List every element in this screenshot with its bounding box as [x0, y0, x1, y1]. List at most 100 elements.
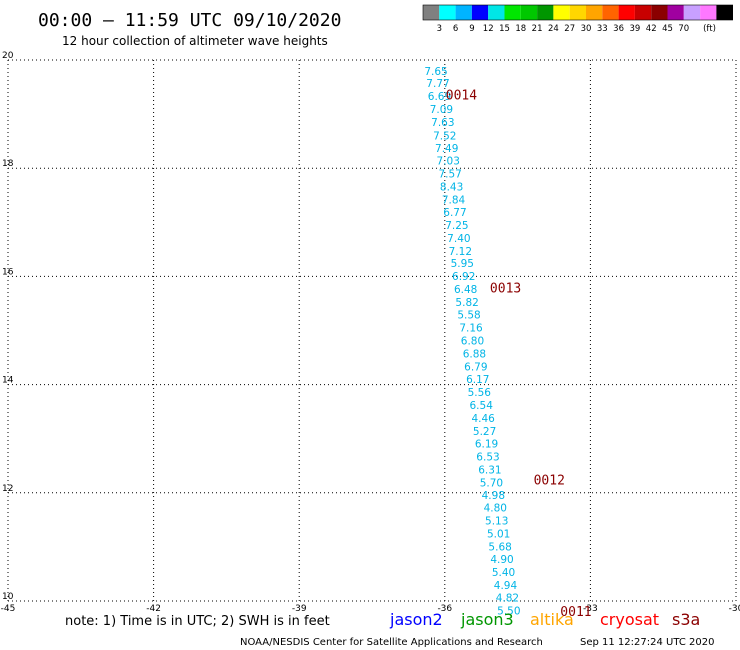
wave-height-point: 4.80: [484, 503, 507, 515]
colorbar-label: 39: [629, 24, 640, 34]
wave-height-point: 5.56: [468, 387, 492, 399]
x-tick-label: -33: [583, 604, 598, 614]
colorbar-swatch: [537, 5, 554, 20]
wave-height-point: 7.40: [447, 233, 470, 245]
wave-height-point: 5.50: [497, 606, 520, 618]
wave-height-point: 7.65: [424, 66, 447, 78]
wave-height-point: 6.77: [443, 207, 466, 219]
colorbar-swatch: [423, 5, 440, 20]
colorbar-label: 33: [597, 24, 608, 34]
wave-height-point: 7.12: [449, 246, 472, 258]
wave-height-point: 4.90: [490, 554, 513, 566]
wave-height-point: 7.16: [459, 323, 483, 335]
colorbar-swatch: [504, 5, 521, 20]
wave-height-point: 6.31: [478, 464, 501, 476]
y-tick-label: 12: [2, 484, 13, 494]
colorbar-label: 27: [564, 24, 575, 34]
legend-jason2: jason2: [389, 610, 443, 629]
pass-label: 0011: [560, 605, 591, 620]
colorbar-unit: (ft): [703, 24, 716, 34]
wave-height-point: 7.84: [442, 194, 466, 206]
wave-height-point: 6.88: [463, 349, 486, 361]
colorbar: 3 6 9 12 15 18 21 24 27 30 33 36 39 42 45 70 (ft): [422, 4, 734, 34]
axis-ticks: -45 -42 -39 -36 -33 -30 10 12 14 16 18 20: [1, 51, 740, 614]
y-tick-label: 20: [2, 51, 14, 61]
colorbar-swatch: [618, 5, 635, 20]
pass-label: 0012: [534, 474, 565, 489]
colorbar-swatch: [569, 5, 586, 20]
colorbar-label: 12: [483, 24, 494, 34]
y-tick-label: 14: [2, 376, 14, 386]
colorbar-label: 24: [548, 24, 559, 34]
satellite-legend: jason2 jason3 altika cryosat s3a: [389, 610, 700, 629]
colorbar-label: 30: [581, 24, 592, 34]
wave-height-point: 6.19: [475, 438, 498, 450]
colorbar-swatch: [634, 5, 652, 20]
wave-height-point: 4.46: [471, 413, 495, 425]
colorbar-label: 42: [646, 24, 657, 34]
chart-subtitle: 12 hour collection of altimeter wave hei…: [62, 34, 328, 48]
colorbar-swatch: [455, 5, 472, 20]
wave-height-point: 5.58: [457, 310, 480, 322]
footer-note: note: 1) Time is in UTC; 2) SWH is in fe…: [65, 614, 330, 629]
colorbar-label: 70: [678, 24, 689, 34]
grid-lines: [7, 59, 737, 602]
wave-height-point: 6.48: [454, 284, 477, 296]
colorbar-swatch: [520, 5, 538, 20]
wave-height-point: 6.53: [476, 451, 499, 463]
wave-height-point: 7.49: [435, 143, 458, 155]
wave-height-point: 7.25: [445, 220, 468, 232]
wave-height-point: 5.27: [473, 426, 496, 438]
legend-cryosat: cryosat: [600, 610, 659, 629]
footer-credit: NOAA/NESDIS Center for Satellite Applica…: [240, 637, 543, 648]
wave-height-point: 7.03: [437, 155, 460, 167]
chart-title: 00:00 – 11:59 UTC 09/10/2020: [38, 10, 341, 31]
colorbar-swatch: [683, 5, 701, 20]
pass-labels: 0014 0013 0012 0011: [446, 88, 592, 620]
x-tick-label: -42: [146, 604, 161, 614]
colorbar-label: 21: [532, 24, 543, 34]
y-tick-label: 10: [2, 592, 14, 602]
colorbar-label: 15: [499, 24, 510, 34]
colorbar-swatch: [488, 5, 505, 20]
footer-timestamp: Sep 11 12:27:24 UTC 2020: [580, 637, 714, 648]
colorbar-label: 9: [469, 24, 474, 34]
colorbar-border: [422, 4, 734, 21]
wave-height-point: 5.40: [492, 567, 515, 579]
colorbar-swatch: [700, 5, 717, 20]
wave-height-point: 7.57: [438, 168, 461, 180]
x-tick-label: -36: [437, 604, 452, 614]
legend-jason3: jason3: [460, 610, 514, 629]
colorbar-label: 3: [437, 24, 442, 34]
wave-height-point: 6.17: [466, 374, 489, 386]
y-tick-label: 18: [2, 159, 14, 169]
colorbar-label: 18: [515, 24, 526, 34]
wave-height-point: 4.82: [496, 593, 519, 605]
wave-height-point: 7.52: [433, 131, 456, 143]
x-tick-label: -45: [1, 604, 16, 614]
legend-altika: altika: [530, 610, 574, 629]
colorbar-label: 45: [662, 24, 673, 34]
wave-height-point: 5.70: [480, 477, 503, 489]
wave-height-point: 7.09: [430, 104, 453, 116]
wave-height-point: 6.54: [470, 400, 494, 412]
wave-height-point: 7.77: [426, 78, 449, 90]
x-tick-label: -30: [729, 604, 740, 614]
colorbar-label: 36: [613, 24, 624, 34]
wave-height-point: 6.80: [461, 336, 484, 348]
wave-height-values: 7.657.776.697.097.63 7.527.497.037.578.43…: [424, 66, 520, 617]
wave-height-point: 8.43: [440, 181, 463, 193]
pass-label: 0014: [446, 88, 477, 103]
legend-s3a: s3a: [672, 610, 700, 629]
wave-height-point: 6.79: [464, 362, 487, 374]
colorbar-swatch: [602, 5, 619, 20]
colorbar-swatch: [439, 5, 456, 20]
colorbar-swatch: [716, 5, 733, 20]
wave-height-point: 5.95: [451, 258, 474, 270]
wave-height-point: 6.69: [428, 91, 451, 103]
wave-height-point: 4.94: [494, 580, 518, 592]
wave-height-point: 5.01: [487, 529, 510, 541]
colorbar-swatch: [471, 5, 489, 20]
wave-height-point: 6.92: [452, 271, 475, 283]
